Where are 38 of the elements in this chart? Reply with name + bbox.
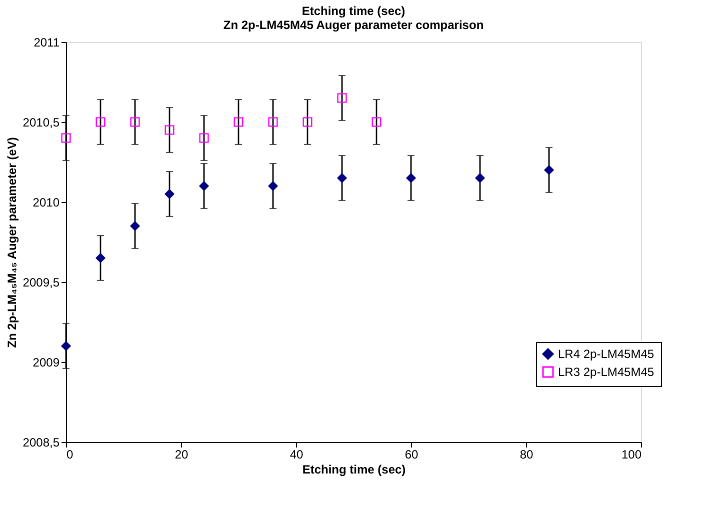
- point: [372, 117, 382, 127]
- point: [268, 181, 278, 191]
- x-tick-label: 0: [66, 448, 74, 462]
- point: [199, 181, 209, 191]
- point: [96, 117, 106, 127]
- text: Etching time (sec): [302, 4, 406, 18]
- point: [268, 117, 278, 127]
- point: [199, 133, 209, 143]
- point: [302, 117, 312, 127]
- point: [475, 173, 485, 183]
- x-tick-label: 20: [174, 448, 188, 462]
- x-tick-label: 80: [520, 448, 534, 462]
- point: [61, 133, 71, 143]
- legend-label: LR4 2p-LM45M45: [558, 347, 654, 361]
- point: [164, 189, 174, 199]
- x-tick-label: 60: [404, 448, 418, 462]
- x-axis-title: Etching time (sec): [302, 462, 406, 476]
- y-tick-label: 2008,5: [22, 436, 60, 450]
- text: Zn 2p-LM45M45 Auger parameter comparison: [223, 18, 484, 32]
- y-axis-title: Zn 2p-LM₄₅M₄₅ Auger parameter (eV): [4, 137, 19, 348]
- y-tick-label: 2010,5: [22, 116, 60, 130]
- point: [337, 93, 347, 103]
- legend-label: LR3 2p-LM45M45: [558, 365, 654, 379]
- x-tick-label: 40: [290, 448, 304, 462]
- point: [61, 341, 71, 351]
- point: [406, 173, 416, 183]
- point: [130, 221, 140, 231]
- x-tick-label: 100: [621, 448, 642, 462]
- y-tick-label: 2010: [32, 196, 60, 210]
- y-tick-label: 2009,5: [22, 276, 60, 290]
- point: [130, 117, 140, 127]
- point: [164, 125, 174, 135]
- point: [96, 253, 106, 263]
- y-tick-label: 2011: [34, 36, 60, 50]
- point: [234, 117, 244, 127]
- point: [544, 165, 554, 175]
- point: [337, 173, 347, 183]
- y-tick-label: 2009: [32, 356, 60, 370]
